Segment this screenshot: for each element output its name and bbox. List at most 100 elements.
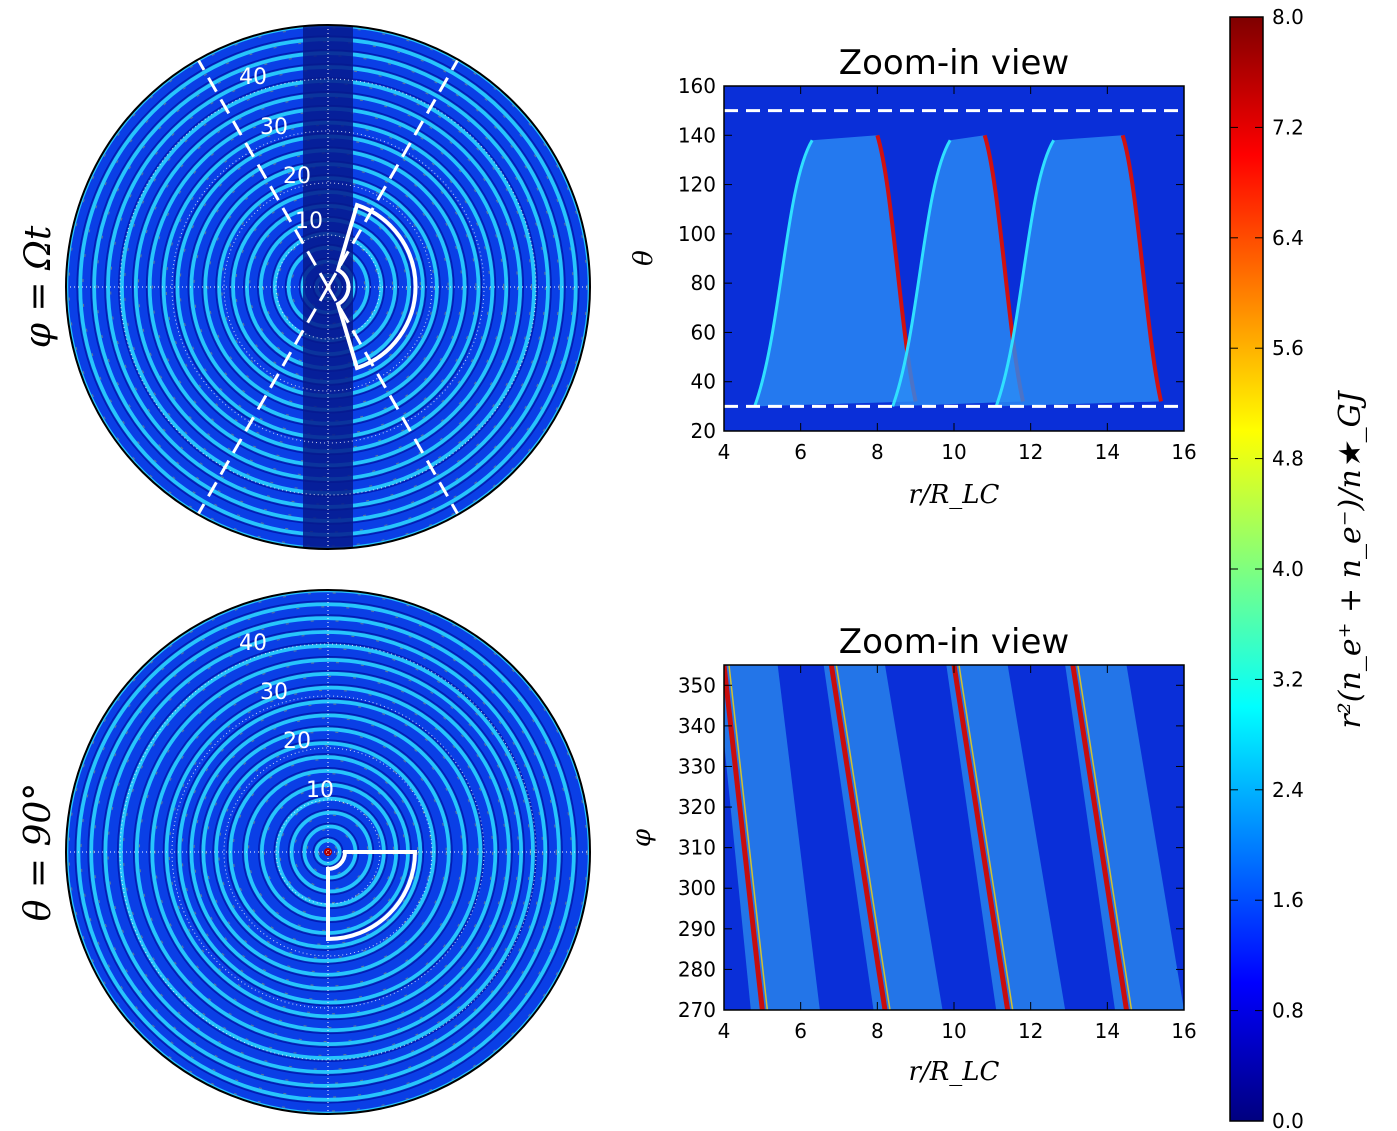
- y-ticks: 270 280 290 300 310 320 330 340 350: [678, 673, 1184, 1022]
- current-sheet: [724, 665, 765, 1010]
- density-ring-peak: [82, 41, 574, 533]
- y-tick-label: 340: [678, 714, 716, 738]
- ring-label-10: 10: [306, 778, 334, 803]
- density-ring-peak: [124, 83, 532, 491]
- y-tick-label: 80: [691, 271, 716, 295]
- density-ring-peak: [96, 55, 560, 519]
- colorbar-tick-label: 7.2: [1272, 115, 1304, 139]
- y-tick-label: 290: [678, 917, 716, 941]
- dashed-line-right-lower: [326, 286, 462, 519]
- colorbar-tick-label: 8.0: [1272, 5, 1304, 29]
- y-tick-label: 160: [678, 74, 716, 98]
- plasma-stripe: [1065, 665, 1184, 1010]
- colorbar-tick-label: 1.6: [1272, 888, 1304, 912]
- polar-panel-equatorial: 10 20 30 40 θ = 90°: [18, 589, 591, 1115]
- density-ring-peak: [318, 842, 338, 862]
- density-ring-peak: [218, 745, 432, 959]
- density-ring: [102, 629, 548, 1075]
- center-peak: [324, 848, 332, 856]
- x-ticks: 4 6 8 10 12 14 16: [718, 665, 1197, 1043]
- density-ring-peak: [137, 96, 519, 478]
- polar-panel-meridional: 10 20 30 40 φ = Ωt: [18, 24, 591, 550]
- current-sheet-rim: [1077, 665, 1133, 1010]
- grid-circle: [119, 78, 537, 496]
- ring-labels: 10 20 30 40: [239, 65, 323, 234]
- plasma-lobe: [892, 135, 1023, 407]
- grid-circle: [223, 747, 433, 957]
- current-sheet: [951, 665, 1011, 1010]
- y-tick-label: 300: [678, 876, 716, 900]
- grid-circle: [275, 234, 381, 340]
- ring-label-40: 40: [239, 631, 267, 656]
- zoom-sector-outline: [326, 850, 418, 942]
- polar-frame: [65, 589, 591, 1115]
- lobe-edge: [891, 139, 952, 407]
- colorbar-tick-label: 6.4: [1272, 226, 1304, 250]
- grid-circle: [171, 130, 485, 444]
- colorbar-tick-label: 3.2: [1272, 667, 1304, 691]
- x-axis-label: r/R_LC: [909, 480, 1000, 510]
- x-tick-label: 6: [794, 440, 807, 464]
- grid-circle: [171, 695, 485, 1009]
- ring-labels: 10 20 30 40: [239, 631, 334, 803]
- dashed-line-left-upper: [194, 55, 330, 288]
- y-tick-label: 60: [691, 320, 716, 344]
- lobe-edge: [753, 139, 814, 407]
- y-axis-label: φ: [627, 828, 657, 847]
- colorbar-tick-label: 2.4: [1272, 778, 1304, 802]
- x-tick-label: 10: [941, 1019, 966, 1043]
- dashed-theta-lines: [724, 109, 1184, 408]
- density-ring-trough: [187, 711, 469, 993]
- density-ring: [118, 643, 536, 1061]
- zoom-title: Zoom-in view: [839, 43, 1069, 83]
- plasma-stripe: [724, 665, 820, 1010]
- current-sheet: [1070, 665, 1129, 1010]
- density-ring-peak: [93, 620, 557, 1084]
- density-ring-trough: [199, 725, 453, 979]
- ring-label-20: 20: [283, 729, 311, 754]
- density-ring-trough: [175, 697, 485, 1007]
- y-tick-label: 330: [678, 754, 716, 778]
- colorbar-tick-label: 4.0: [1272, 557, 1304, 581]
- colorbar-tick-label: 0.8: [1272, 999, 1304, 1023]
- current-sheet-rim: [958, 665, 1014, 1010]
- ring-label-30: 30: [260, 115, 288, 140]
- dashed-theta-lines: [194, 55, 462, 519]
- density-ring-peak: [168, 689, 494, 1015]
- ring-label-30: 30: [260, 680, 288, 705]
- zoom-sector-outline: [335, 202, 418, 371]
- density-ring: [149, 671, 512, 1033]
- x-tick-label: 4: [718, 440, 731, 464]
- density-ring-peak: [179, 138, 477, 436]
- x-tick-label: 6: [794, 1019, 807, 1043]
- grid-circle: [223, 182, 433, 392]
- polar-frame: [65, 24, 591, 550]
- density-ring-trough: [212, 739, 438, 965]
- density-ring-trough: [132, 655, 526, 1049]
- density-ring-trough: [74, 600, 578, 1104]
- ring-label-20: 20: [283, 164, 311, 189]
- ring-label-40: 40: [239, 65, 267, 90]
- y-tick-label: 310: [678, 836, 716, 860]
- polar-ylabel: φ = Ωt: [18, 225, 59, 348]
- zoom-panel-meridional: Zoom-in view 4 6 8 10 12 14 16 20 40 60 80 100 120 1…: [629, 43, 1197, 510]
- density-ring-trough: [148, 669, 513, 1035]
- density-ring: [176, 698, 484, 1006]
- density-ring-peak: [68, 592, 588, 1112]
- x-tick-label: 8: [871, 440, 884, 464]
- current-sheet-rim: [728, 665, 769, 1010]
- plasma-lobe: [996, 135, 1161, 407]
- y-tick-label: 350: [678, 673, 716, 697]
- y-ticks: 20 40 60 80 100 120 140 160: [678, 74, 1184, 443]
- x-tick-label: 4: [718, 1019, 731, 1043]
- density-ring-trough: [87, 614, 563, 1090]
- colorbar-ticks: 0.0 0.8 1.6 2.4 3.2 4.0 4.8 5.6 6.4 7.2 8.0: [1230, 5, 1304, 1131]
- ring-label-10: 10: [295, 209, 323, 234]
- colorbar: 0.0 0.8 1.6 2.4 3.2 4.0 4.8 5.6 6.4 7.2 8.0 r²(n_e…: [1229, 5, 1368, 1131]
- colorbar-tick-label: 4.8: [1272, 447, 1304, 471]
- density-ring-trough: [226, 753, 425, 951]
- current-sheet-rim: [835, 665, 891, 1010]
- density-ring-peak: [165, 124, 491, 450]
- x-tick-label: 14: [1095, 440, 1120, 464]
